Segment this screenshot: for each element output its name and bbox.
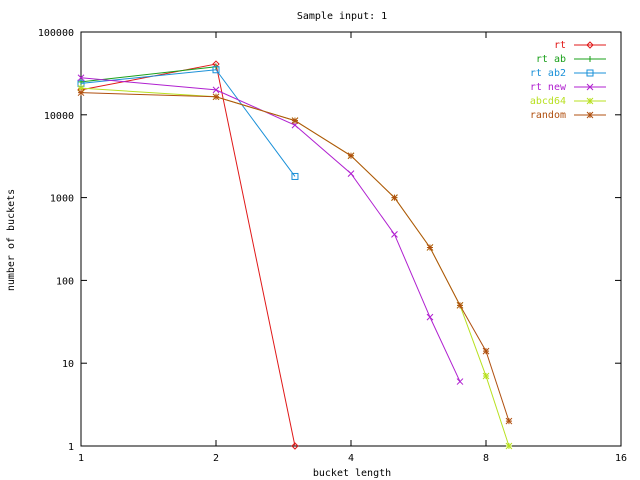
data-point-random <box>456 301 464 309</box>
legend-label: abcd64 <box>530 96 566 107</box>
series-abcd64 <box>77 84 513 450</box>
x-tick-label: 8 <box>483 453 489 464</box>
data-point-rt-new <box>212 86 220 94</box>
series-rt <box>77 60 299 450</box>
legend-entry-rt-new: rt new <box>530 82 606 93</box>
legend-label: rt ab2 <box>530 68 566 79</box>
data-point-random <box>347 152 355 160</box>
plot-frame <box>80 31 622 447</box>
series-layer <box>77 60 513 450</box>
legend-entry-rt: rt <box>554 40 606 51</box>
legend-marker <box>586 41 594 49</box>
x-axis-label: bucket length <box>313 468 391 479</box>
legend-label: rt new <box>530 82 567 93</box>
legend-entry-abcd64: abcd64 <box>530 96 606 107</box>
data-point-rt-ab2 <box>291 172 299 180</box>
y-tick-label: 100 <box>56 276 74 287</box>
series-line-rt-ab2 <box>80 69 296 177</box>
y-tick-label: 10 <box>62 359 74 370</box>
legend-marker <box>586 97 594 105</box>
series-line-rt <box>80 63 296 447</box>
data-point-random <box>391 194 398 201</box>
series-random <box>77 89 513 425</box>
data-point-abcd64 <box>77 84 85 92</box>
legend-label: rt <box>554 40 566 51</box>
legend-marker <box>587 56 593 62</box>
y-axis-label: number of buckets <box>6 189 17 291</box>
y-tick-label: 1 <box>68 442 74 453</box>
data-point-rt-new <box>391 230 398 238</box>
data-point-rt-new <box>426 313 434 321</box>
legend-entry-rt-ab2: rt ab2 <box>530 68 606 79</box>
axis-ticks: 1 2 4 8 16 1 10 100 1000 10000 100000 <box>38 28 627 464</box>
y-tick-label: 1000 <box>50 194 74 205</box>
legend-marker <box>586 83 594 91</box>
series-line-abcd64 <box>80 87 510 447</box>
data-point-rt-new <box>77 74 85 82</box>
y-tick-label: 100000 <box>38 28 74 39</box>
legend-label: random <box>530 110 566 121</box>
data-point-random <box>77 89 85 97</box>
x-tick-label: 2 <box>213 453 219 464</box>
legend-entry-rt-ab: rt ab <box>536 54 606 65</box>
legend-marker <box>586 69 594 77</box>
chart-title: Sample input: 1 <box>297 11 387 22</box>
legend: rt rt ab rt ab2 rt new abcd64 random <box>530 40 606 121</box>
series-line-rt-new <box>80 77 461 382</box>
data-point-random <box>212 93 220 101</box>
data-point-abcd64 <box>505 442 513 450</box>
data-point-random <box>291 117 299 124</box>
data-point-random <box>482 347 490 355</box>
series-rt-new <box>77 74 464 385</box>
legend-entry-random: random <box>530 110 606 121</box>
data-point-rt-new <box>456 378 464 385</box>
x-tick-label: 1 <box>78 453 84 464</box>
legend-label: rt ab <box>536 54 566 65</box>
x-tick-label: 4 <box>348 453 354 464</box>
data-point-random <box>505 417 513 425</box>
series-line-random <box>80 92 510 422</box>
data-point-rt <box>291 442 299 450</box>
data-point-rt-new <box>347 170 355 177</box>
data-point-abcd64 <box>482 372 490 380</box>
data-point-rt-ab2 <box>212 66 220 74</box>
y-tick-label: 10000 <box>44 111 74 122</box>
x-tick-label: 16 <box>615 453 627 464</box>
legend-marker <box>586 111 594 119</box>
data-point-random <box>426 244 434 251</box>
